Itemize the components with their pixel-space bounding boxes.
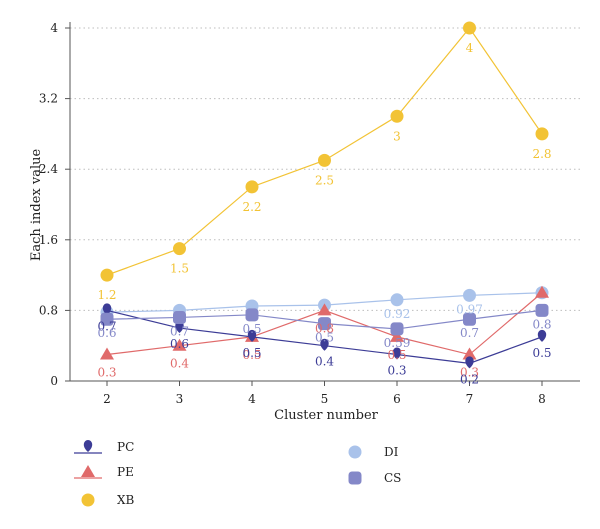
data-label-pe: 0.3: [460, 366, 479, 380]
legend-item-di: DI: [348, 445, 399, 459]
legend-label-cs: CS: [384, 471, 401, 485]
data-label-cs: 0.8: [532, 317, 551, 331]
y-tick-label: 2.4: [39, 162, 58, 176]
point-di-6: [390, 293, 404, 307]
data-label-xb: 2.8: [532, 147, 551, 161]
point-pc-6: [392, 347, 402, 360]
point-cs-7: [463, 312, 476, 326]
data-label-xb: 1.5: [170, 262, 189, 276]
data-label-pc: 0.2: [460, 372, 479, 386]
y-tick-label: 3.2: [39, 92, 58, 106]
y-axis-label: Each index value: [29, 149, 44, 262]
data-labels: 0.92 0.970.30.40.50.80.50.30.70.60.50.40.…: [97, 41, 551, 386]
legend-label-pc: PC: [117, 440, 134, 454]
point-cs-4: [245, 308, 259, 322]
data-label-pc: 0.7: [97, 319, 116, 333]
legend-marker-pc: [83, 440, 93, 452]
point-pc-2: [102, 303, 112, 316]
data-label-pc: 0.6: [170, 337, 189, 351]
point-pc-4: [247, 329, 257, 342]
legend-marker-cs: [348, 471, 362, 485]
data-label-pc: 0.5: [532, 346, 551, 360]
x-axis-label: Cluster number: [274, 408, 379, 423]
point-cs-2: [100, 312, 114, 326]
data-label-cs: 0.6: [97, 326, 116, 340]
series-line-xb: [106, 27, 543, 276]
legend-label-di: DI: [384, 445, 399, 459]
point-pc-7: [465, 356, 474, 369]
x-tick-label: 4: [248, 392, 256, 406]
point-xb-8: [535, 127, 549, 141]
legend-item-pe: PE: [74, 465, 134, 479]
data-label-pc: 0.5: [242, 346, 261, 360]
x-tick-label: 6: [393, 392, 401, 406]
point-xb-2: [100, 268, 114, 282]
legend-item-xb: XB: [81, 493, 135, 507]
point-pc-3: [175, 321, 184, 334]
point-pe-8: [535, 285, 549, 298]
point-pe-7: [462, 347, 477, 360]
series-layer: [100, 21, 549, 369]
data-label-xb: 1.2: [97, 288, 116, 302]
point-xb-3: [173, 242, 186, 256]
data-label-xb: 2.2: [242, 200, 261, 214]
point-pe-2: [100, 347, 114, 360]
data-label-cs: 0.5: [315, 331, 334, 345]
data-label-pe: 0.3: [97, 366, 116, 380]
data-label-cs: 0.7: [170, 324, 189, 338]
y-tick-label: 0.8: [39, 303, 58, 317]
legend-marker-pe: [81, 465, 95, 477]
data-label-cs: 0.59: [384, 336, 411, 350]
legend-label-xb: XB: [117, 493, 135, 507]
point-di-7: [463, 288, 476, 302]
x-tick-label: 8: [538, 392, 546, 406]
x-tick-label: 2: [103, 392, 111, 406]
y-tick-label: 1.6: [39, 233, 58, 247]
point-pc-8: [537, 329, 547, 342]
legend-item-pc: PC: [74, 440, 134, 454]
legend-label-pe: PE: [117, 465, 134, 479]
data-label-pc: 0.4: [315, 355, 334, 369]
y-tick-label: 0: [50, 374, 58, 388]
point-xb-4: [245, 180, 259, 194]
point-pc-5: [320, 338, 329, 351]
legend-marker-di: [348, 445, 362, 459]
data-label-xb: 2.5: [315, 173, 334, 187]
point-cs-8: [535, 303, 549, 317]
data-label-cs: 0.7: [460, 326, 479, 340]
data-label-pe: 0.8: [315, 321, 334, 335]
x-tick-label: 3: [176, 392, 184, 406]
data-label-pe: 0.4: [170, 357, 189, 371]
data-label-pe: 0.5: [387, 348, 406, 362]
data-label-pc: 0.3: [387, 364, 406, 378]
legend-marker-xb: [81, 493, 95, 507]
x-tick-label: 7: [466, 392, 474, 406]
point-cs-6: [390, 322, 404, 336]
legend: PC PE XB DI CS: [74, 440, 401, 507]
point-xb-6: [390, 109, 404, 123]
point-xb-5: [318, 153, 331, 167]
y-tick-label: 4: [50, 21, 58, 35]
legend-item-cs: CS: [348, 471, 401, 485]
data-label-pe: 0.5: [242, 348, 261, 362]
point-cs-5: [318, 317, 331, 331]
point-cs-3: [173, 310, 186, 324]
point-pe-3: [172, 338, 187, 351]
data-label-xb: 3: [393, 129, 401, 143]
x-tick-label: 5: [321, 392, 329, 406]
point-pe-5: [317, 303, 332, 316]
data-label-di: 0.97: [456, 302, 483, 316]
data-label-di: 0.92: [384, 307, 411, 321]
gridlines: [70, 27, 580, 311]
point-xb-7: [463, 21, 476, 35]
axes: 0 0.8 1.6 2.4 3.2 4 2 3 4 5 6 7 8: [39, 21, 580, 406]
point-pe-6: [390, 329, 404, 342]
data-label-xb: 4: [466, 41, 474, 55]
data-label-cs: 0.5: [242, 322, 261, 336]
